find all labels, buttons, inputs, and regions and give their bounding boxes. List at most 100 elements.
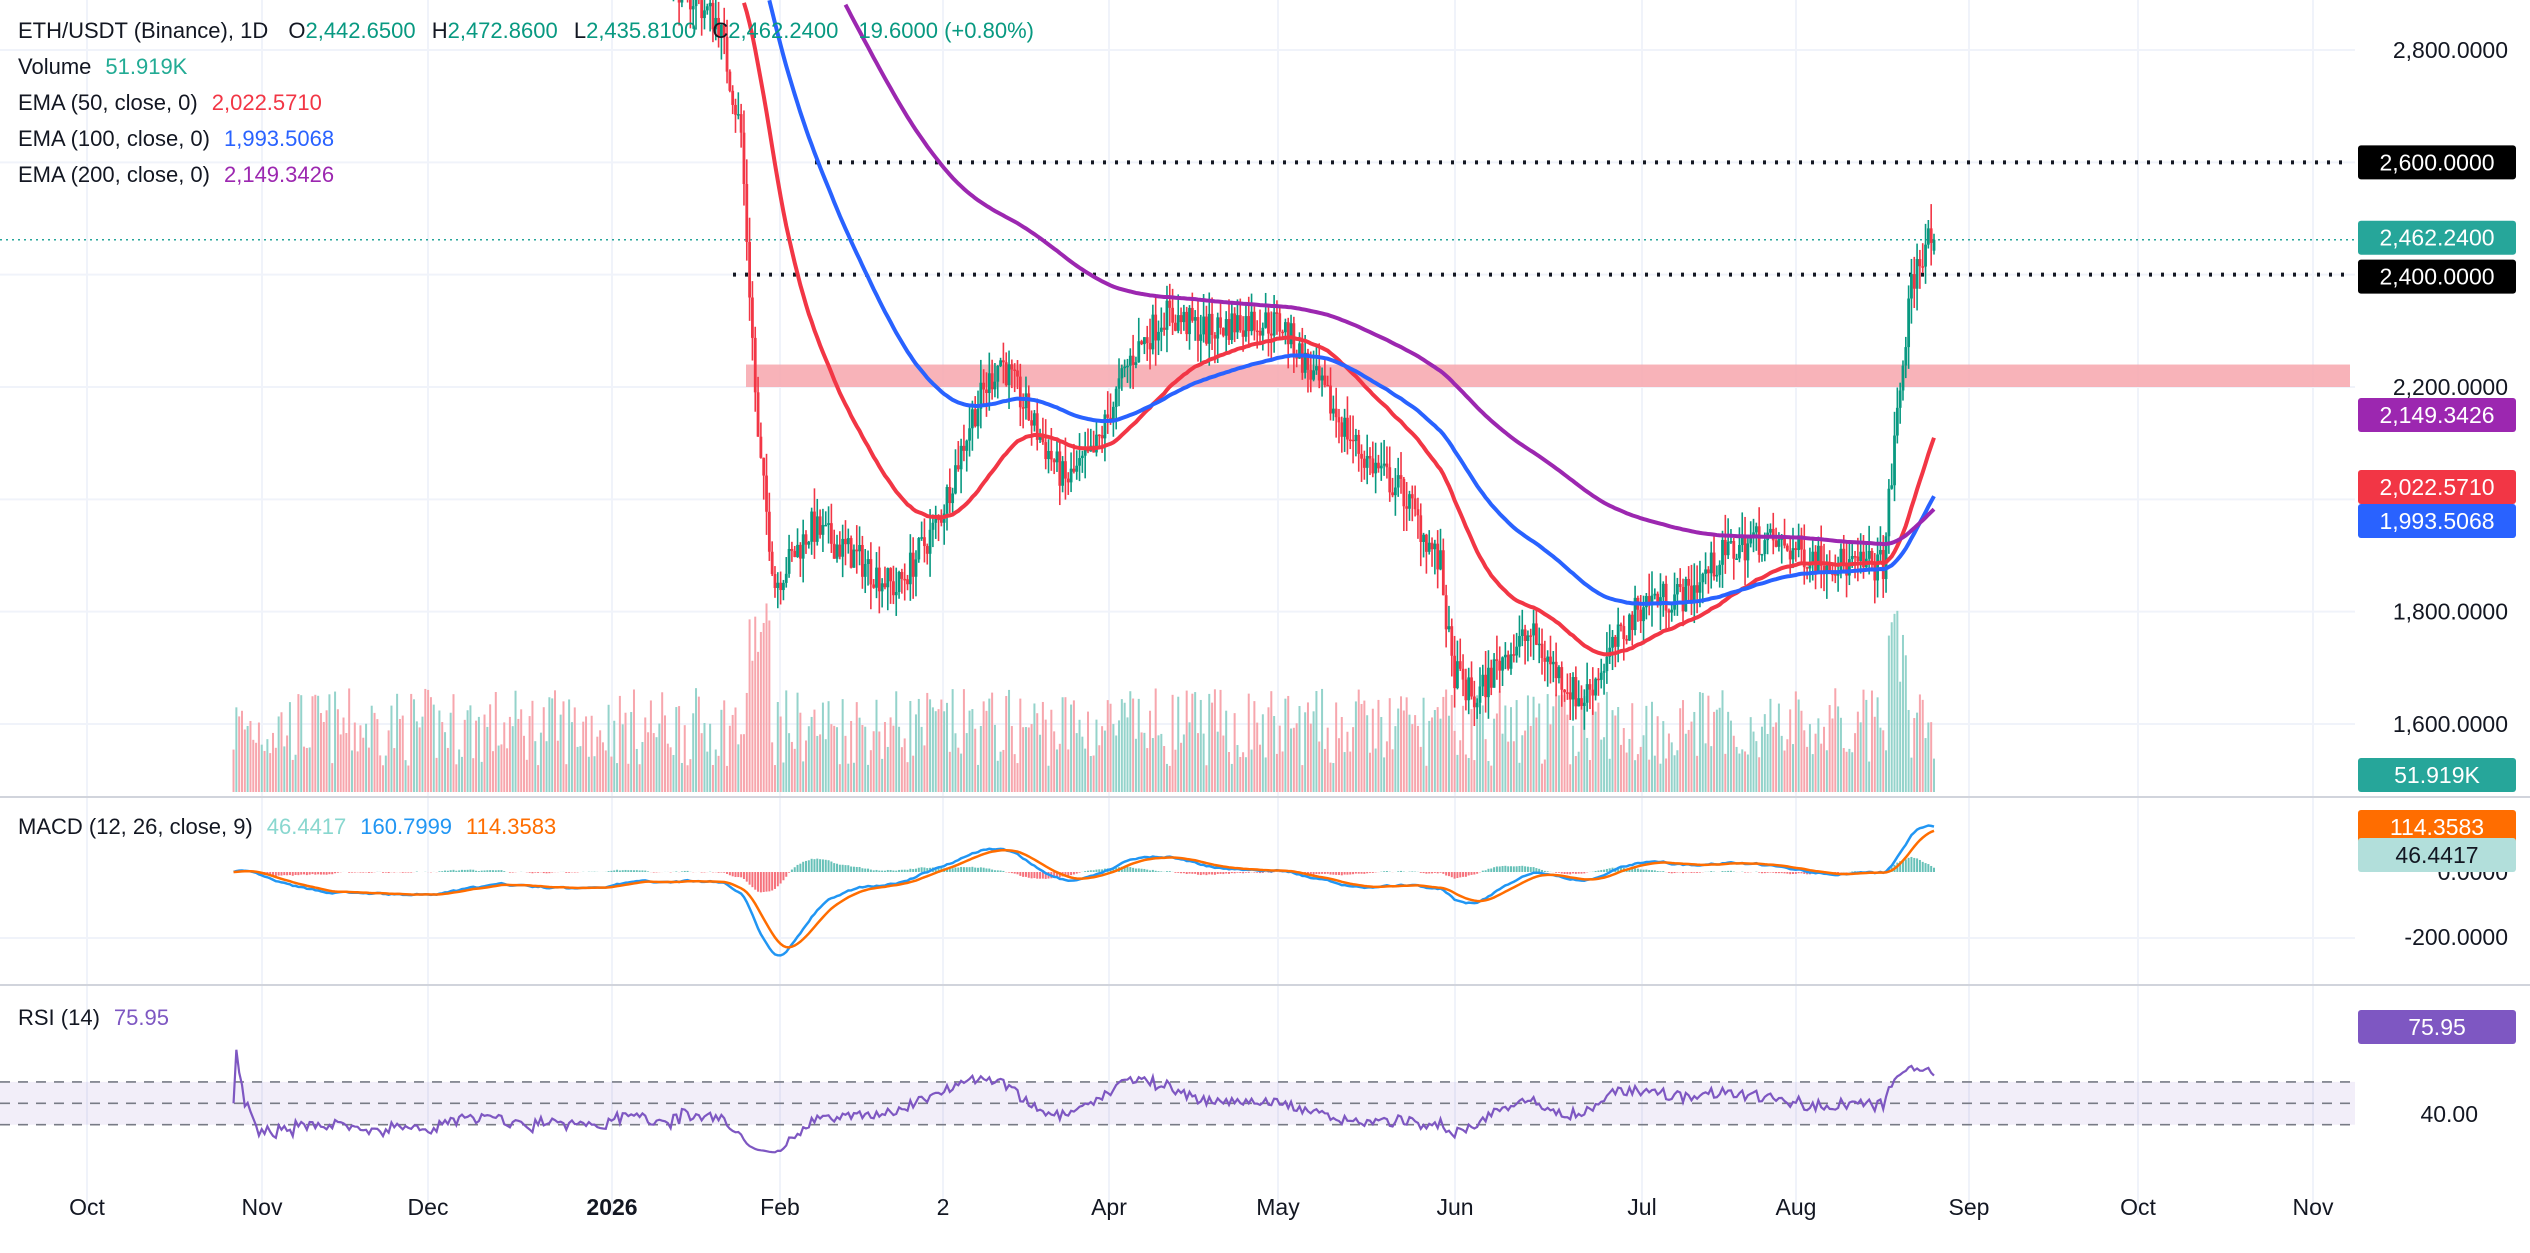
legend-macd[interactable]: MACD (12, 26, close, 9) 46.4417 160.7999 11…	[18, 814, 556, 840]
volume-bar	[288, 702, 291, 792]
candle-body	[1250, 311, 1253, 332]
candle-body	[1845, 562, 1848, 576]
volume-bar	[1087, 711, 1089, 792]
candle-body	[1653, 593, 1657, 596]
price-axis[interactable]: 2,800.00002,200.00001,800.00001,600.0000…	[2393, 37, 2508, 1127]
volume-bar	[632, 689, 635, 792]
candle-body	[1907, 298, 1911, 348]
volume-bar	[1092, 755, 1095, 792]
volume-bar	[1862, 689, 1865, 792]
macd-histogram-bar	[331, 872, 334, 875]
volume-bar	[1160, 733, 1163, 792]
macd-histogram-bar	[1921, 861, 1924, 872]
candle-body	[928, 529, 932, 554]
volume-bar	[1887, 635, 1890, 792]
candle-body	[717, 17, 720, 37]
candle-body	[979, 382, 983, 409]
volume-bar	[528, 716, 531, 792]
volume-bar	[1267, 707, 1270, 792]
volume-bar	[1033, 703, 1036, 792]
volume-bar	[1304, 712, 1307, 792]
low-value: 2,435.8100	[586, 18, 697, 43]
candle-body	[1128, 355, 1132, 366]
legend-rsi[interactable]: RSI (14) 75.95	[18, 1005, 169, 1031]
candle-body	[1078, 458, 1081, 466]
candle-body	[1757, 526, 1761, 555]
macd-histogram-bar	[322, 872, 325, 875]
macd-histogram-bar	[1933, 867, 1935, 872]
candle-body	[821, 525, 825, 535]
volume-bar	[520, 709, 523, 792]
candle-body	[1910, 274, 1913, 299]
volume-bar	[1397, 708, 1400, 792]
volume-bar	[1228, 752, 1230, 792]
macd-histogram-bar	[1143, 868, 1146, 872]
volume-bar	[328, 694, 331, 792]
candle-body	[773, 574, 777, 588]
volume-bar	[613, 720, 616, 792]
candle-body	[770, 551, 774, 575]
macd-histogram-bar	[1067, 872, 1070, 877]
candle-body	[1213, 335, 1217, 339]
volume-bar	[1225, 710, 1228, 792]
tag-macd-hist-bg	[2358, 838, 2516, 872]
candle-body	[1202, 316, 1206, 335]
symbol-title: ETH/USDT (Binance), 1D	[18, 18, 269, 43]
volume-bar	[336, 709, 339, 792]
candle-body	[1642, 607, 1645, 622]
candlesticks[interactable]	[232, 0, 1936, 730]
volume-bar	[1901, 634, 1904, 792]
candle-body	[1890, 485, 1894, 489]
macd-histogram-bar	[382, 872, 384, 873]
legend-ema200[interactable]: EMA (200, close, 0) 2,149.3426	[18, 162, 334, 188]
volume-bar	[579, 746, 582, 792]
candle-body	[1498, 660, 1502, 671]
volume-bar	[1168, 765, 1171, 792]
candle-body	[790, 548, 794, 551]
volume-bar	[638, 764, 641, 792]
volume-bar	[878, 731, 881, 792]
legend-ema50[interactable]: EMA (50, close, 0) 2,022.5710	[18, 90, 322, 116]
macd-histogram-bar	[1450, 872, 1453, 878]
macd-histogram-bar	[1930, 865, 1933, 872]
macd-histogram-bar	[872, 870, 875, 872]
legend-ema100[interactable]: EMA (100, close, 0) 1,993.5068	[18, 126, 334, 152]
candle-body	[1035, 413, 1039, 440]
volume-bar	[1044, 719, 1047, 792]
volume-bar	[469, 705, 472, 792]
volume-bar	[1879, 727, 1882, 792]
volume-bar	[985, 710, 988, 792]
candle-body	[1667, 610, 1671, 613]
volume-bar	[1865, 699, 1868, 792]
volume-bar	[745, 692, 748, 792]
candle-body	[832, 543, 836, 559]
time-axis[interactable]: Oct Nov Dec 2026 Feb 2 Apr May Jun Jul Aug Sep Oct No…	[69, 1194, 2334, 1220]
candle-body	[1278, 313, 1282, 332]
volume-bar	[827, 701, 830, 792]
volume-bar	[946, 702, 948, 792]
candle-body	[700, 0, 704, 19]
candle-body	[1168, 300, 1172, 308]
volume-bar	[1422, 697, 1425, 792]
candle-body	[1357, 434, 1361, 454]
ema100-line	[767, 0, 1936, 606]
macd-histogram-bar	[1411, 871, 1414, 872]
volume-bar	[291, 759, 294, 792]
candle-body	[1613, 636, 1617, 647]
candle-body	[1193, 317, 1197, 321]
macd-histogram-bar	[1326, 872, 1329, 874]
volume-bar	[1577, 751, 1580, 792]
candle-body	[976, 408, 980, 427]
volume-bar	[1811, 754, 1814, 792]
volume-bar	[1665, 758, 1668, 792]
macd-histogram-bar	[954, 867, 957, 872]
candle-body	[787, 548, 791, 574]
legend-volume[interactable]: Volume 51.919K	[18, 54, 187, 80]
candle-body	[1072, 468, 1076, 472]
candle-body	[1272, 312, 1276, 336]
volume-bar	[531, 700, 534, 792]
macd-histogram-bar	[1580, 872, 1583, 874]
macd-histogram-bar	[1332, 872, 1335, 875]
supply-zone-rect	[746, 364, 2350, 387]
